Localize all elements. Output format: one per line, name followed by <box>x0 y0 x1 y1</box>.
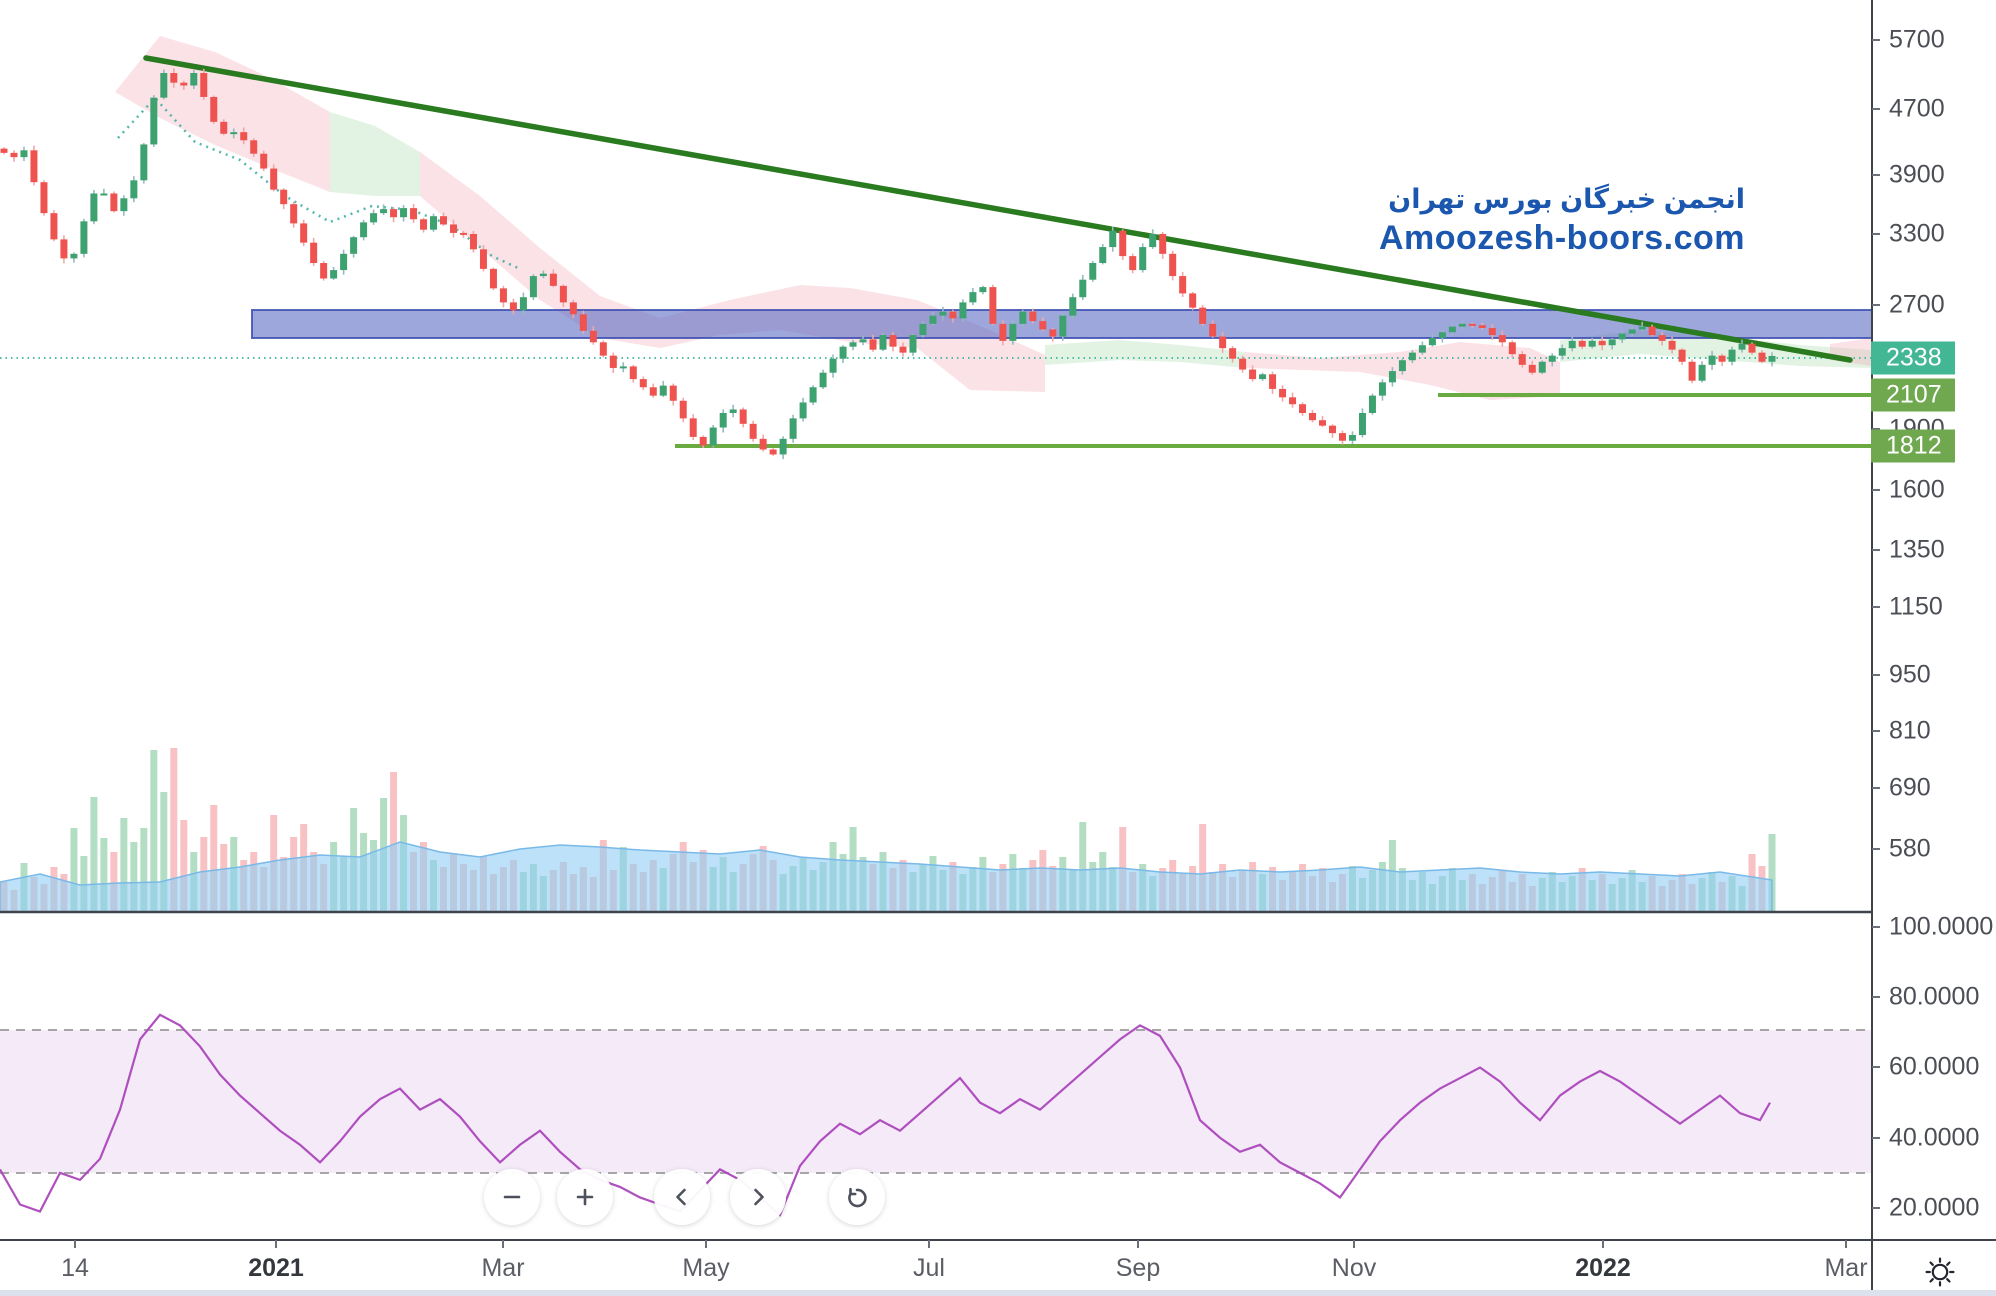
price-marker-tag: 2338 <box>1871 341 1955 375</box>
time-tick-label: May <box>682 1254 730 1282</box>
rsi-line <box>0 1013 1771 1217</box>
price-tick-label: 2700 <box>1889 290 1945 319</box>
descending-trendline[interactable] <box>143 55 1853 363</box>
reset-icon <box>848 1187 867 1208</box>
reset-chart-button[interactable] <box>829 1169 885 1225</box>
rsi-tick-label: 40.0000 <box>1889 1123 1980 1152</box>
candles-layer <box>0 68 1776 460</box>
rsi-pane <box>0 1013 1872 1217</box>
rsi-tick-label: 100.0000 <box>1889 912 1994 941</box>
price-tick-label: 810 <box>1889 716 1931 745</box>
watermark-site-url: Amoozesh-boors.com <box>1378 218 1745 257</box>
price-tick-label: 4700 <box>1889 94 1945 123</box>
time-tick-label: Jul <box>913 1254 945 1282</box>
zoom-out-button[interactable] <box>484 1169 540 1225</box>
bottom-edge-strip <box>0 1290 1996 1296</box>
rsi-tick-label: 80.0000 <box>1889 982 1980 1011</box>
chevron-left-icon <box>676 1188 686 1206</box>
support-lines <box>675 393 1872 448</box>
watermark-persian-text: انجمن خبرگان بورس تهران <box>1388 184 1745 214</box>
plus-icon <box>576 1188 594 1206</box>
price-tick-label: 1600 <box>1889 475 1945 504</box>
price-tick-label: 5700 <box>1889 25 1945 54</box>
minus-icon <box>503 1195 521 1199</box>
axis-settings-button[interactable] <box>1922 1254 1958 1290</box>
time-tick-label: Nov <box>1331 1254 1377 1282</box>
time-tick-label: Sep <box>1115 1254 1161 1282</box>
price-marker-tag: 1812 <box>1871 429 1955 463</box>
zoom-in-button[interactable] <box>557 1169 613 1225</box>
time-tick-label: 14 <box>61 1254 89 1282</box>
price-tick-label: 580 <box>1889 834 1931 863</box>
price-tick-label: 950 <box>1889 660 1931 689</box>
rsi-tick-label: 20.0000 <box>1889 1193 1980 1222</box>
scroll-left-button[interactable] <box>654 1169 710 1225</box>
time-tick-label: 2022 <box>1575 1254 1631 1282</box>
time-tick-label: Mar <box>481 1254 525 1282</box>
watermark: انجمن خبرگان بورس تهران Amoozesh-boors.c… <box>1379 183 1745 259</box>
scroll-right-button[interactable] <box>730 1169 786 1225</box>
sun-settings-icon <box>1925 1257 1955 1287</box>
price-marker-tag: 2107 <box>1871 378 1955 412</box>
chevron-right-icon <box>754 1188 764 1206</box>
volume-ma-area <box>0 841 1773 913</box>
time-tick-label: 2021 <box>248 1254 304 1282</box>
price-tick-label: 3900 <box>1889 160 1945 189</box>
price-tick-label: 1150 <box>1889 592 1943 621</box>
rsi-tick-label: 60.0000 <box>1889 1052 1980 1081</box>
price-tick-label: 690 <box>1889 773 1931 802</box>
time-tick-label: Mar <box>1824 1254 1868 1282</box>
price-tick-label: 3300 <box>1889 219 1945 248</box>
price-tick-label: 1350 <box>1889 535 1945 564</box>
rsi-band <box>0 1030 1872 1173</box>
